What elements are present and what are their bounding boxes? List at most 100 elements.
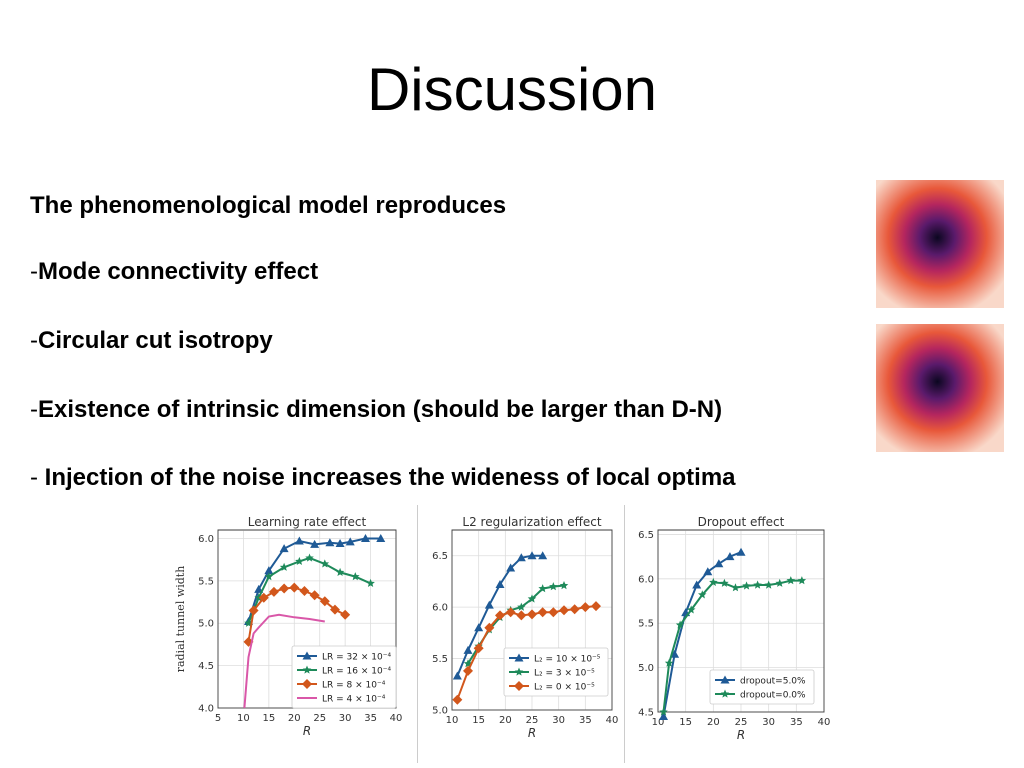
x-tick-label: 30 bbox=[339, 713, 352, 724]
data-point bbox=[325, 538, 335, 547]
data-point bbox=[549, 582, 558, 591]
bullet-dash: - bbox=[30, 464, 38, 491]
data-point bbox=[264, 572, 274, 581]
data-point bbox=[527, 594, 537, 603]
series-3 bbox=[243, 613, 325, 709]
data-point bbox=[452, 671, 462, 680]
series-2 bbox=[243, 582, 351, 647]
data-point bbox=[725, 552, 735, 561]
data-point bbox=[505, 607, 516, 618]
data-point bbox=[463, 659, 473, 668]
legend-label: LR = 16 × 10⁻⁴ bbox=[322, 667, 391, 677]
data-point bbox=[686, 605, 696, 614]
y-axis-label: radial tunnel width bbox=[174, 566, 187, 673]
x-tick-label: 35 bbox=[364, 713, 377, 724]
bullet-dash: - bbox=[30, 327, 38, 354]
data-point bbox=[345, 537, 355, 546]
legend-marker bbox=[302, 651, 312, 660]
x-tick-label: 15 bbox=[472, 715, 485, 726]
legend-label: LR = 4 × 10⁻⁴ bbox=[322, 695, 386, 705]
legend-marker bbox=[302, 679, 312, 689]
slide-title: Discussion bbox=[366, 56, 658, 123]
y-tick-label: 5.5 bbox=[198, 576, 214, 587]
bullet-text: Circular cut isotropy bbox=[38, 327, 273, 354]
data-point bbox=[366, 578, 375, 587]
legend-marker bbox=[720, 689, 730, 698]
data-point bbox=[495, 580, 505, 589]
data-point bbox=[775, 578, 784, 587]
bullet-dash: - bbox=[30, 258, 38, 285]
x-tick-label: 35 bbox=[790, 717, 803, 728]
bullet-mode-connectivity: -Mode connectivity effect bbox=[30, 258, 318, 286]
x-axis-label: R bbox=[303, 724, 311, 738]
data-point bbox=[506, 563, 516, 572]
x-tick-label: 10 bbox=[237, 713, 250, 724]
bullet-intrinsic-dimension: -Existence of intrinsic dimension (shoul… bbox=[30, 396, 722, 424]
y-tick-label: 4.0 bbox=[198, 704, 214, 715]
legend-label: dropout=0.0% bbox=[740, 691, 806, 701]
data-point bbox=[591, 601, 601, 612]
plot-border bbox=[451, 529, 613, 711]
x-tick-label: 40 bbox=[606, 715, 619, 726]
plot-border bbox=[657, 529, 825, 713]
chart-title: Dropout effect bbox=[698, 515, 785, 529]
data-point bbox=[580, 602, 591, 613]
series-0 bbox=[452, 551, 548, 680]
x-axis-label: R bbox=[737, 728, 745, 742]
series-line bbox=[243, 613, 325, 709]
y-tick-label: 6.0 bbox=[638, 574, 654, 585]
data-point bbox=[664, 658, 674, 667]
legend-label: L₂ = 3 × 10⁻⁵ bbox=[534, 669, 595, 679]
y-tick-label: 5.5 bbox=[638, 619, 654, 630]
data-point bbox=[736, 547, 746, 556]
series-1 bbox=[659, 576, 807, 716]
data-point bbox=[335, 567, 345, 576]
series-2 bbox=[452, 601, 601, 705]
y-tick-label: 4.5 bbox=[638, 708, 654, 719]
legend-marker bbox=[514, 667, 524, 676]
legend-label: LR = 8 × 10⁻⁴ bbox=[322, 681, 386, 691]
x-axis-label: R bbox=[528, 726, 536, 740]
data-point bbox=[295, 556, 304, 565]
y-tick-label: 6.0 bbox=[198, 534, 214, 545]
x-tick-label: 40 bbox=[818, 717, 831, 728]
data-point bbox=[753, 580, 762, 589]
data-point bbox=[720, 578, 729, 587]
data-point bbox=[320, 559, 330, 568]
data-point bbox=[310, 539, 320, 548]
bullet-dash: - bbox=[30, 396, 38, 423]
data-point bbox=[709, 577, 718, 586]
legend: L₂ = 10 × 10⁻⁵ L₂ = 3 × 10⁻⁵ L₂ = 0 × 10⁻⁵ bbox=[503, 647, 609, 697]
data-point bbox=[548, 607, 559, 618]
data-point bbox=[764, 580, 773, 589]
legend-box bbox=[291, 645, 397, 709]
data-point bbox=[254, 584, 264, 593]
l2-regularization-chart: 10 15 20 25 30 35 40 5.0 5.5 6.0 6.5 L2 regularizat… bbox=[432, 515, 619, 740]
x-tick-label: 25 bbox=[735, 717, 748, 728]
x-tick-label: 25 bbox=[526, 715, 539, 726]
x-tick-label: 10 bbox=[446, 715, 459, 726]
legend-label: dropout=5.0% bbox=[740, 677, 806, 687]
data-point bbox=[351, 572, 360, 581]
data-point bbox=[527, 609, 537, 620]
legend: dropout=5.0% dropout=0.0% bbox=[709, 669, 815, 705]
x-tick-label: 5 bbox=[215, 713, 221, 724]
x-tick-label: 25 bbox=[313, 713, 326, 724]
data-point bbox=[659, 711, 669, 720]
legend-box bbox=[709, 669, 815, 705]
y-tick-label: 6.5 bbox=[432, 551, 448, 562]
data-point bbox=[516, 553, 526, 562]
data-point bbox=[309, 590, 320, 601]
x-tick-label: 30 bbox=[762, 717, 775, 728]
data-point bbox=[537, 607, 548, 618]
bullet-noise-injection: - Injection of the noise increases the w… bbox=[30, 464, 736, 492]
data-point bbox=[279, 544, 289, 553]
data-point bbox=[452, 694, 463, 705]
learning-rate-chart: 5 10 15 20 25 30 35 40 4.0 4.5 5.0 5.5 6.0 Learning r… bbox=[174, 515, 402, 738]
data-point bbox=[517, 602, 526, 611]
legend-label: L₂ = 0 × 10⁻⁵ bbox=[534, 683, 595, 693]
data-point bbox=[742, 581, 751, 590]
data-point bbox=[675, 620, 685, 629]
data-point bbox=[243, 636, 254, 647]
data-point bbox=[786, 576, 796, 585]
